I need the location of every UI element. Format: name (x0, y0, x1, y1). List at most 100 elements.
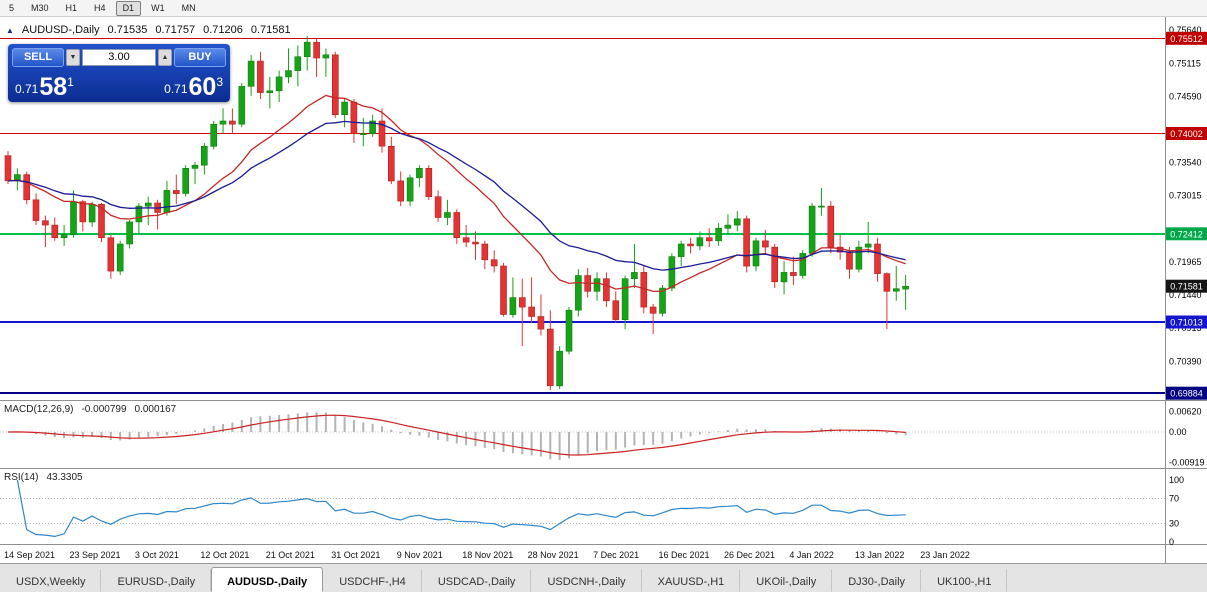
date-axis-label: 23 Jan 2022 (920, 550, 970, 560)
price-badge-0.74002 (1166, 127, 1207, 140)
buy-price-pipette: 3 (216, 75, 223, 89)
price-badge-text: 0.75512 (1170, 34, 1203, 44)
ohlc-close: 0.71581 (250, 24, 291, 36)
chart-tab-dj30-daily[interactable]: DJ30-,Daily (832, 569, 922, 592)
date-axis-label: 28 Nov 2021 (528, 550, 579, 560)
sell-price-base: 0.71 (15, 82, 39, 96)
price-badge-0.71013 (1166, 315, 1207, 329)
horizontal-line-objects[interactable] (0, 37, 1165, 395)
date-axis-label: 31 Oct 2021 (331, 550, 380, 560)
volume-down-icon: ▼ (69, 54, 77, 61)
price-badge-0.71581 (1166, 279, 1207, 293)
ma-fast-line (7, 94, 906, 293)
date-axis-label: 18 Nov 2021 (462, 550, 513, 560)
price-axis-label: 0.71965 (1169, 257, 1202, 267)
price-axis-label: 0.70390 (1169, 356, 1202, 366)
volume-up-icon: ▲ (161, 54, 169, 61)
price-axis-label: 0.75640 (1169, 25, 1202, 35)
price-badge-0.69884 (1166, 386, 1207, 400)
one-click-trading-panel: SELL ▼ 3.00 ▲ BUY 0.71 58 1 0.71 60 3 (8, 44, 230, 102)
price-axis-label: 0.73015 (1169, 191, 1202, 201)
price-axis[interactable]: 0.75640 0.75115 0.74590 0.73540 0.73015 0.719… (1166, 25, 1207, 400)
chart-tab-usdchf-h4[interactable]: USDCHF-,H4 (323, 569, 422, 592)
timeframe-button-w1[interactable]: W1 (151, 2, 165, 13)
ma-slow-line (7, 120, 906, 271)
date-axis-label: 12 Oct 2021 (200, 550, 249, 560)
chart-tab-bar: USDX,Weekly EURUSD-,Daily AUDUSD-,Daily USD… (0, 563, 1207, 592)
chart-tab-uk100-h1[interactable]: UK100-,H1 (921, 569, 1008, 592)
macd-axis-label: -0.00919 (1169, 457, 1205, 467)
ohlc-low: 0.71206 (203, 24, 243, 36)
timeframe-button-d1[interactable]: D1 (115, 0, 142, 16)
symbol-icon: ▲ (6, 25, 14, 35)
macd-axis-label: 0.00 (1169, 427, 1187, 437)
price-axis-label: 0.73540 (1169, 158, 1202, 168)
price-badge-0.75512 (1166, 31, 1207, 45)
chart-ohlc-header: ▲ AUDUSD-,Daily 0.71535 0.71757 0.71206 … (6, 24, 291, 36)
candlestick-series (4, 35, 909, 391)
date-axis-label: 26 Dec 2021 (724, 550, 775, 560)
buy-button[interactable]: BUY (174, 48, 226, 67)
chart-tab-usdcnh-daily[interactable]: USDCNH-,Daily (531, 569, 642, 592)
macd-signal-value: 0.000167 (134, 404, 177, 415)
date-axis-label: 14 Sep 2021 (4, 550, 55, 560)
rsi-value: 43.3305 (46, 472, 83, 483)
price-axis-label: 0.71440 (1169, 290, 1202, 300)
sell-price[interactable]: 0.71 58 1 (15, 73, 74, 101)
timeframe-button-h1[interactable]: H1 (65, 2, 78, 13)
macd-name: MACD(12,26,9) (4, 404, 74, 415)
chart-canvas[interactable]: 0.756400.751150.745900.735400.730150.719… (0, 17, 1207, 563)
macd-signal-line (7, 414, 906, 456)
chart-tab-eurusd-daily[interactable]: EURUSD-,Daily (101, 569, 212, 592)
timeframe-button-m30[interactable]: M30 (31, 2, 49, 13)
price-badge-text: 0.74002 (1170, 129, 1203, 139)
chart-tab-usdx-weekly[interactable]: USDX,Weekly (0, 569, 102, 592)
buy-price[interactable]: 0.71 60 3 (164, 75, 223, 100)
rsi-indicator (0, 479, 1165, 538)
rsi-axis-label: 70 (1169, 494, 1179, 504)
rsi-label: RSI(14) 43.3305 (4, 472, 83, 483)
rsi-name: RSI(14) (4, 472, 39, 483)
sell-price-pips: 58 (39, 73, 68, 101)
timeframe-button-h4[interactable]: H4 (94, 2, 106, 13)
price-badge-text: 0.69884 (1170, 389, 1203, 399)
price-badge-text: 0.71581 (1170, 282, 1203, 292)
sell-button[interactable]: SELL (12, 48, 64, 67)
chart-tab-ukoil-daily[interactable]: UKOil-,Daily (740, 569, 833, 592)
rsi-axis-label: 30 (1169, 518, 1179, 528)
sell-price-pipette: 1 (67, 75, 74, 89)
date-axis-label: 21 Oct 2021 (266, 550, 315, 560)
macd-indicator (0, 412, 1165, 460)
buy-price-base: 0.71 (164, 82, 188, 96)
ohlc-high: 0.71757 (155, 24, 196, 36)
rsi-line (16, 479, 906, 538)
date-axis-label: 23 Sep 2021 (70, 550, 121, 560)
chart-tab-audusd-daily[interactable]: AUDUSD-,Daily (211, 567, 324, 592)
volume-increment-button[interactable]: ▲ (158, 49, 172, 66)
rsi-axis-label: 0 (1169, 537, 1174, 547)
date-axis-label: 3 Oct 2021 (135, 550, 179, 560)
price-axis-label: 0.75115 (1169, 58, 1201, 68)
symbol-name: AUDUSD-,Daily (21, 24, 100, 36)
price-badge-0.72412 (1166, 227, 1207, 241)
macd-label: MACD(12,26,9) -0.000799 0.000167 (4, 404, 176, 415)
price-badge-text: 0.72412 (1170, 229, 1203, 239)
rsi-axis-label: 100 (1169, 475, 1184, 485)
macd-histogram-value: -0.000799 (81, 404, 127, 415)
chart-tab-usdcad-daily[interactable]: USDCAD-,Daily (422, 569, 532, 592)
price-badge-text: 0.71013 (1170, 318, 1203, 328)
date-axis-label: 7 Dec 2021 (593, 550, 639, 560)
volume-decrement-button[interactable]: ▼ (66, 49, 80, 66)
date-axis-label: 9 Nov 2021 (397, 550, 443, 560)
time-axis[interactable]: 14 Sep 2021 23 Sep 2021 3 Oct 2021 12 Oct 2… (4, 550, 970, 560)
volume-input[interactable]: 3.00 (82, 49, 156, 66)
date-axis-label: 13 Jan 2022 (855, 550, 905, 560)
macd-axis-label: 0.00620 (1169, 407, 1202, 417)
date-axis-label: 4 Jan 2022 (789, 550, 834, 560)
date-axis-label: 16 Dec 2021 (659, 550, 710, 560)
timeframe-toolbar: 5 M30 H1 H4 D1 W1 MN (0, 0, 1207, 17)
chart-tab-xauusd-h1[interactable]: XAUUSD-,H1 (642, 569, 741, 592)
price-axis-label: 0.74590 (1169, 91, 1202, 101)
timeframe-button-5[interactable]: 5 (9, 2, 15, 13)
timeframe-button-mn[interactable]: MN (181, 2, 196, 13)
